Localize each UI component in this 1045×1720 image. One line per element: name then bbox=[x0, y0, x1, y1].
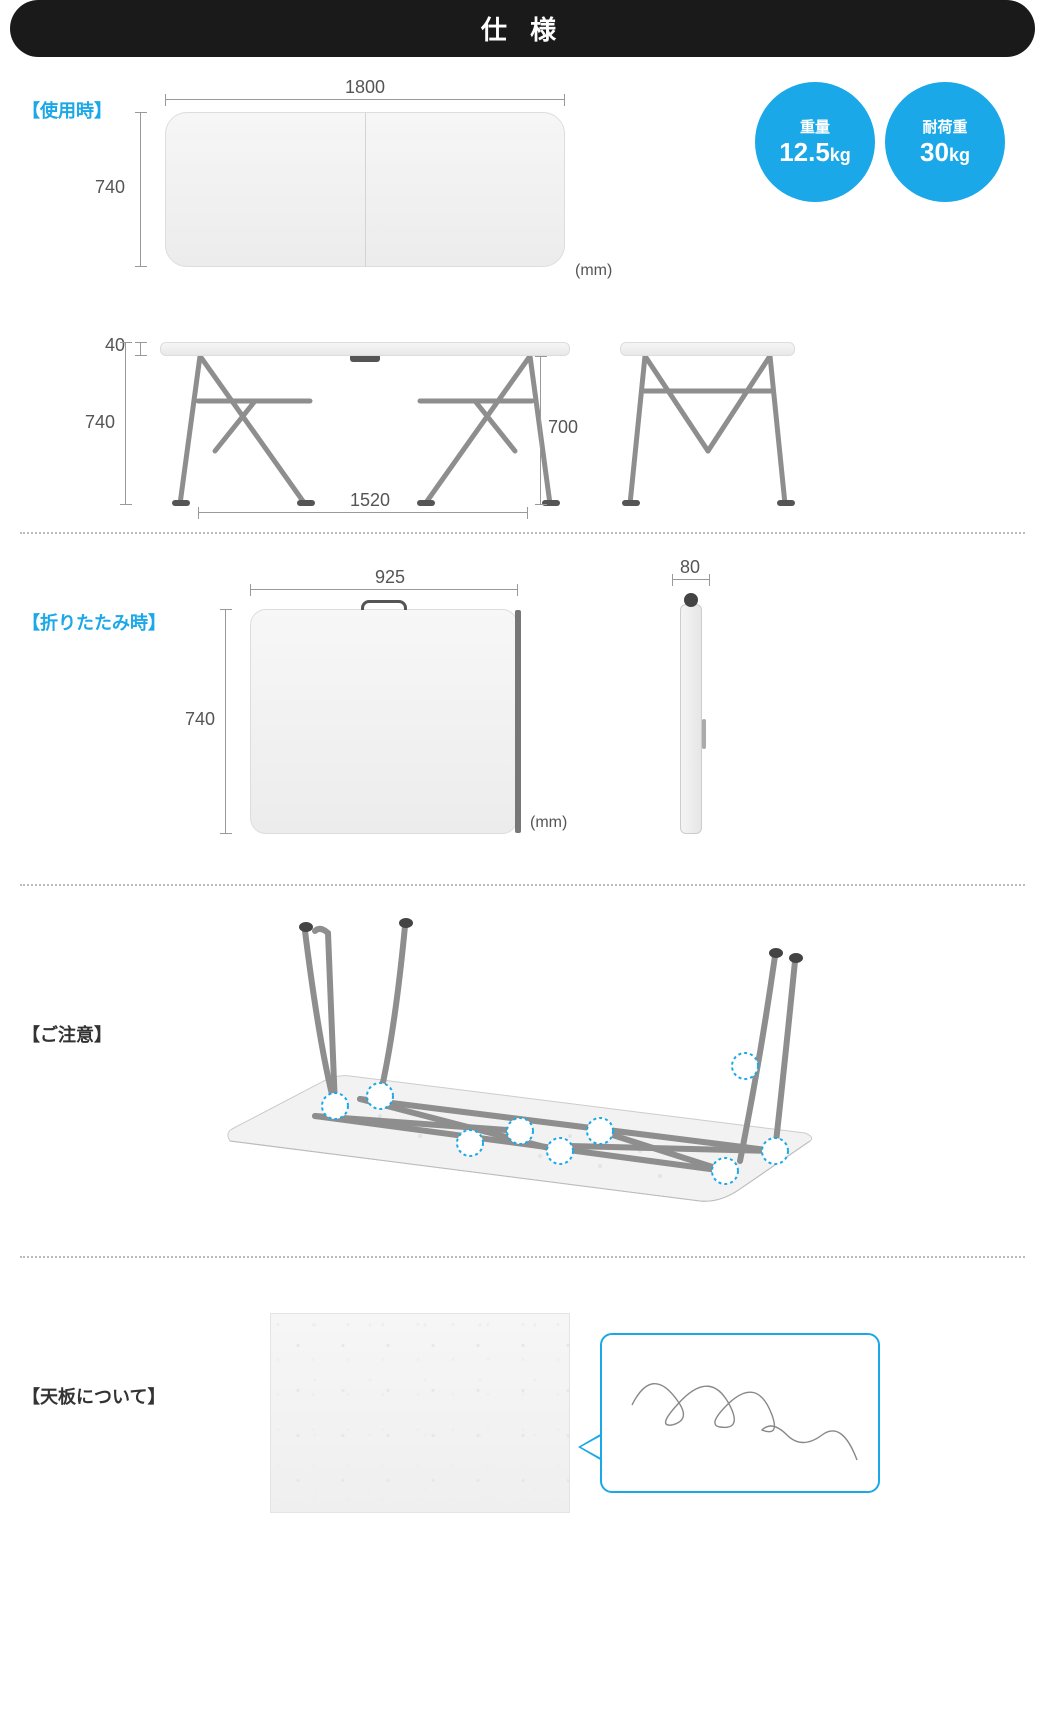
spec-header: 仕 様 bbox=[10, 0, 1035, 57]
badge-load: 耐荷重 30kg bbox=[885, 82, 1005, 202]
section-surface: 【天板について】 bbox=[0, 1273, 1045, 1523]
diagram-tabletop-top-view bbox=[165, 112, 565, 267]
badge-weight-label: 重量 bbox=[800, 116, 830, 137]
badge-load-value: 30kg bbox=[920, 137, 970, 168]
dim-line-width bbox=[165, 99, 565, 100]
dim-line-folded-height bbox=[225, 609, 226, 834]
scribble-icon bbox=[622, 1365, 862, 1475]
diagram-folded-front bbox=[250, 609, 518, 834]
badge-group: 重量 12.5kg 耐荷重 30kg bbox=[755, 82, 1005, 202]
diagram-table-side-view bbox=[620, 342, 795, 507]
unit-label-2: (mm) bbox=[530, 814, 567, 832]
badge-weight-value: 12.5kg bbox=[779, 137, 851, 168]
handle-icon bbox=[361, 600, 407, 610]
unit-label-1: (mm) bbox=[575, 262, 612, 280]
badge-load-label: 耐荷重 bbox=[922, 116, 967, 137]
dim-line-legspan bbox=[198, 512, 528, 513]
section-label-surface: 【天板について】 bbox=[22, 1383, 165, 1409]
dim-line-folded-thickness bbox=[672, 579, 710, 580]
section-caution: 【ご注意】 bbox=[0, 901, 1045, 1241]
dim-width: 1800 bbox=[330, 77, 400, 98]
divider-3 bbox=[20, 1256, 1025, 1258]
badge-weight: 重量 12.5kg bbox=[755, 82, 875, 202]
diagram-folded-side bbox=[680, 604, 702, 834]
diagram-underside bbox=[220, 901, 820, 1221]
section-label-folded: 【折りたたみ時】 bbox=[22, 609, 166, 635]
dim-height: 740 bbox=[85, 412, 115, 433]
dim-line-thickness bbox=[140, 342, 141, 356]
dim-line-height bbox=[125, 342, 126, 505]
section-label-inuse: 【使用時】 bbox=[22, 97, 112, 123]
dim-depth: 740 bbox=[95, 177, 125, 198]
dim-line-depth bbox=[140, 112, 141, 267]
divider-2 bbox=[20, 884, 1025, 886]
divider-1 bbox=[20, 532, 1025, 534]
dim-folded-thickness: 80 bbox=[680, 557, 700, 578]
section-label-caution: 【ご注意】 bbox=[22, 1021, 112, 1047]
dim-folded-height: 740 bbox=[185, 709, 215, 730]
dim-line-clearance bbox=[540, 356, 541, 505]
surface-texture-sample bbox=[270, 1313, 570, 1513]
dim-legspan: 1520 bbox=[345, 490, 395, 511]
dim-clearance: 700 bbox=[548, 417, 578, 438]
dim-line-folded-width bbox=[250, 589, 518, 590]
surface-callout bbox=[600, 1333, 880, 1493]
section-folded: 【折りたたみ時】 925 740 80 (mm) bbox=[0, 549, 1045, 869]
section-in-use: 【使用時】 重量 12.5kg 耐荷重 30kg 1800 740 (mm) bbox=[0, 77, 1045, 517]
diagram-table-front-view bbox=[160, 342, 570, 507]
dim-thickness: 40 bbox=[105, 335, 125, 356]
dim-folded-width: 925 bbox=[365, 567, 415, 588]
